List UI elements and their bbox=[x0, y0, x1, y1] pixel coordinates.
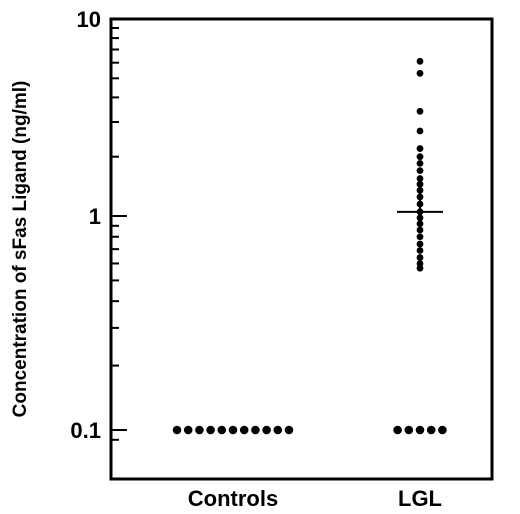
data-points bbox=[172, 57, 447, 435]
data-point bbox=[172, 425, 182, 435]
y-axis-title: Concentration of sFas Ligand (ng/ml) bbox=[10, 81, 31, 418]
y-axis-ticks bbox=[111, 18, 127, 441]
data-point bbox=[416, 159, 424, 167]
data-point bbox=[416, 247, 424, 254]
data-point bbox=[195, 425, 204, 435]
data-point bbox=[273, 425, 283, 435]
data-point bbox=[251, 425, 260, 435]
x-category-label: Controls bbox=[188, 486, 278, 511]
data-point bbox=[426, 425, 436, 435]
data-point bbox=[416, 193, 424, 201]
data-point bbox=[416, 240, 424, 248]
data-point bbox=[404, 425, 414, 435]
x-category-label: LGL bbox=[398, 486, 442, 511]
data-point bbox=[239, 425, 249, 435]
median-lines bbox=[397, 197, 443, 226]
data-point bbox=[416, 186, 424, 194]
data-point bbox=[416, 153, 424, 161]
data-point bbox=[438, 425, 447, 435]
data-point bbox=[393, 425, 402, 435]
y-axis-tick-labels: 0.1 1 10 bbox=[70, 7, 101, 443]
data-point bbox=[416, 254, 424, 261]
data-point bbox=[183, 425, 193, 435]
data-point bbox=[416, 175, 424, 182]
plot-frame bbox=[109, 17, 494, 481]
x-category-labels: Controls LGL bbox=[188, 486, 442, 511]
data-point bbox=[416, 233, 424, 241]
data-point bbox=[206, 425, 215, 435]
data-point bbox=[416, 145, 424, 152]
y-tick-label: 0.1 bbox=[70, 418, 101, 443]
y-tick-label: 1 bbox=[89, 204, 101, 229]
data-point bbox=[217, 425, 227, 435]
data-point bbox=[416, 69, 424, 77]
data-point bbox=[228, 425, 238, 435]
data-point bbox=[416, 226, 424, 234]
data-point bbox=[416, 260, 424, 267]
data-point bbox=[416, 57, 424, 65]
data-point bbox=[415, 425, 425, 435]
data-point bbox=[284, 425, 294, 435]
data-point bbox=[416, 127, 424, 135]
y-tick-label: 10 bbox=[77, 7, 101, 32]
data-point bbox=[416, 180, 424, 188]
data-point bbox=[416, 107, 424, 115]
data-point bbox=[262, 425, 271, 435]
data-point bbox=[416, 167, 424, 175]
data-point bbox=[416, 264, 424, 272]
